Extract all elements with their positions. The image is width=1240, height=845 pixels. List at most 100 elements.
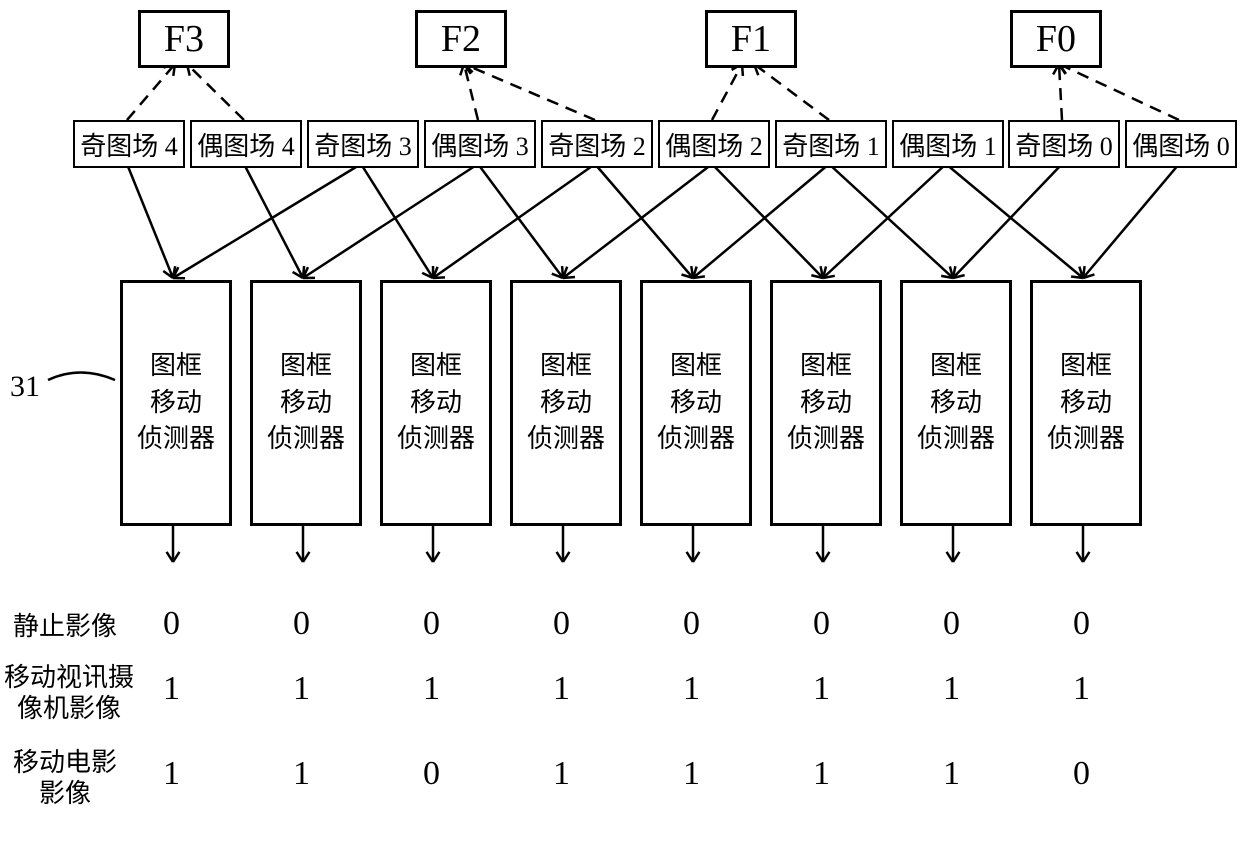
table-cell: 0 [1073, 605, 1090, 643]
table-cell: 0 [943, 605, 960, 643]
frame-box: F3 [138, 10, 230, 68]
detector-label-line: 侦测器 [527, 421, 605, 457]
frame-label: F2 [441, 17, 481, 61]
cell-value: 0 [423, 605, 440, 642]
cell-value: 1 [553, 670, 570, 707]
cell-value: 1 [553, 755, 570, 792]
table-cell: 1 [683, 670, 700, 708]
field-box: 奇图场 1 [775, 120, 887, 168]
table-cell: 1 [553, 755, 570, 793]
field-label: 偶图场 0 [1132, 126, 1230, 163]
detector-box: 图框移动侦测器 [770, 280, 882, 526]
frame-label: F0 [1036, 17, 1076, 61]
detector-label-line: 侦测器 [787, 421, 865, 457]
detector-label-line: 图框 [410, 348, 462, 384]
table-cell: 1 [683, 755, 700, 793]
detector-label-line: 侦测器 [397, 421, 475, 457]
table-cell: 1 [293, 670, 310, 708]
cell-value: 1 [163, 670, 180, 707]
field-label: 偶图场 3 [431, 126, 529, 163]
field-box: 奇图场 3 [307, 120, 419, 168]
row-label-film: 移动电影影像 [10, 747, 120, 809]
cell-value: 0 [813, 605, 830, 642]
detector-label-line: 图框 [150, 348, 202, 384]
detector-label-line: 侦测器 [917, 421, 995, 457]
table-cell: 0 [683, 605, 700, 643]
cell-value: 1 [683, 670, 700, 707]
row-label-still: 静止影像 [10, 611, 120, 642]
field-label: 奇图场 0 [1015, 126, 1113, 163]
frame-box: F1 [705, 10, 797, 68]
detector-label-line: 移动 [800, 385, 852, 421]
table-cell: 1 [553, 670, 570, 708]
field-label: 偶图场 1 [899, 126, 997, 163]
table-cell: 1 [293, 755, 310, 793]
detector-label-line: 移动 [670, 385, 722, 421]
cell-value: 0 [1073, 755, 1090, 792]
field-box: 偶图场 0 [1125, 120, 1237, 168]
detector-label-line: 图框 [670, 348, 722, 384]
table-cell: 0 [553, 605, 570, 643]
cell-value: 1 [293, 670, 310, 707]
table-cell: 0 [423, 605, 440, 643]
cell-value: 0 [553, 605, 570, 642]
cell-value: 0 [683, 605, 700, 642]
cell-value: 1 [293, 755, 310, 792]
detector-label-line: 图框 [1060, 348, 1112, 384]
cell-value: 0 [943, 605, 960, 642]
frame-box: F0 [1010, 10, 1102, 68]
detector-label-line: 侦测器 [1047, 421, 1125, 457]
detector-box: 图框移动侦测器 [900, 280, 1012, 526]
cell-value: 0 [1073, 605, 1090, 642]
table-cell: 0 [293, 605, 310, 643]
detector-box: 图框移动侦测器 [120, 280, 232, 526]
detector-box: 图框移动侦测器 [640, 280, 752, 526]
ref-label-text: 31 [10, 370, 40, 403]
field-box: 偶图场 3 [424, 120, 536, 168]
detector-box: 图框移动侦测器 [250, 280, 362, 526]
cell-value: 1 [813, 670, 830, 707]
detector-label-line: 侦测器 [267, 421, 345, 457]
cell-value: 1 [1073, 670, 1090, 707]
row-label-camera: 移动视讯摄像机影像 [4, 663, 134, 723]
field-label: 奇图场 1 [782, 126, 880, 163]
table-cell: 1 [943, 670, 960, 708]
table-cell: 0 [1073, 755, 1090, 793]
field-label: 奇图场 2 [548, 126, 646, 163]
detector-label-line: 图框 [540, 348, 592, 384]
detector-label-line: 图框 [280, 348, 332, 384]
table-cell: 1 [423, 670, 440, 708]
field-box: 奇图场 2 [541, 120, 653, 168]
field-box: 奇图场 0 [1008, 120, 1120, 168]
detector-label-line: 移动 [150, 385, 202, 421]
detector-box: 图框移动侦测器 [380, 280, 492, 526]
row-label-still: 静止影像 [13, 612, 117, 641]
field-label: 奇图场 3 [314, 126, 412, 163]
row-label-film: 移动电影影像 [13, 748, 117, 808]
field-label: 偶图场 2 [665, 126, 763, 163]
ref-number: 31 [10, 370, 40, 404]
table-cell: 1 [813, 755, 830, 793]
cell-value: 1 [683, 755, 700, 792]
table-cell: 1 [1073, 670, 1090, 708]
cell-value: 1 [943, 755, 960, 792]
frame-label: F1 [731, 17, 771, 61]
detector-label-line: 移动 [410, 385, 462, 421]
detector-label-line: 移动 [1060, 385, 1112, 421]
detector-label-line: 图框 [800, 348, 852, 384]
table-cell: 1 [163, 755, 180, 793]
field-box: 奇图场 4 [73, 120, 185, 168]
frame-label: F3 [164, 17, 204, 61]
row-label-camera: 移动视讯摄像机影像 [4, 662, 134, 724]
field-box: 偶图场 4 [190, 120, 302, 168]
detector-label-line: 移动 [280, 385, 332, 421]
field-label: 奇图场 4 [80, 126, 178, 163]
cell-value: 1 [423, 670, 440, 707]
detector-label-line: 图框 [930, 348, 982, 384]
cell-value: 1 [163, 755, 180, 792]
detector-box: 图框移动侦测器 [510, 280, 622, 526]
table-cell: 1 [163, 670, 180, 708]
table-cell: 0 [813, 605, 830, 643]
table-cell: 1 [943, 755, 960, 793]
field-label: 偶图场 4 [197, 126, 295, 163]
